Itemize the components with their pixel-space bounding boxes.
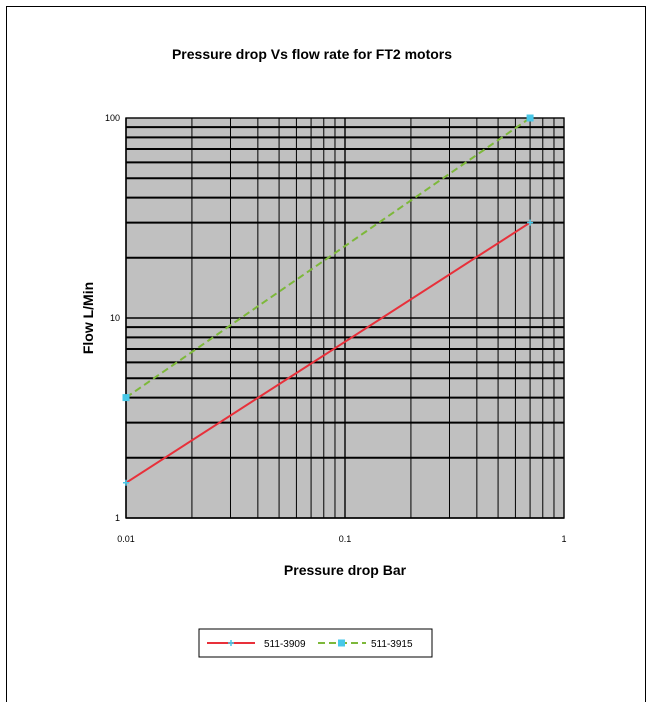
x-tick-label: 0.01 xyxy=(117,534,135,544)
data-point xyxy=(527,219,534,226)
chart-title: Pressure drop Vs flow rate for FT2 motor… xyxy=(172,46,452,62)
x-tick-label: 1 xyxy=(561,534,566,544)
y-axis-title: Flow L/Min xyxy=(80,282,96,354)
series-line xyxy=(125,117,531,399)
x-tick-label: 0.1 xyxy=(339,534,352,544)
series-511-3915 xyxy=(122,114,534,402)
legend-label: 511-3909 xyxy=(264,639,306,650)
data-point xyxy=(122,394,130,402)
legend-marker xyxy=(228,640,234,646)
y-tick-label: 10 xyxy=(110,313,120,323)
data-point xyxy=(526,114,534,122)
plot-area xyxy=(122,114,565,519)
y-tick-label: 100 xyxy=(105,113,120,123)
y-tick-label: 1 xyxy=(115,513,120,523)
plot-border xyxy=(125,117,565,519)
legend-label: 511-3915 xyxy=(371,639,413,650)
series-line xyxy=(125,221,531,484)
legend: 511-3909 511-3915 xyxy=(198,628,433,658)
x-axis-title: Pressure drop Bar xyxy=(284,562,407,578)
series-511-3909 xyxy=(123,219,534,486)
legend-marker xyxy=(338,639,345,647)
data-point xyxy=(123,479,129,486)
